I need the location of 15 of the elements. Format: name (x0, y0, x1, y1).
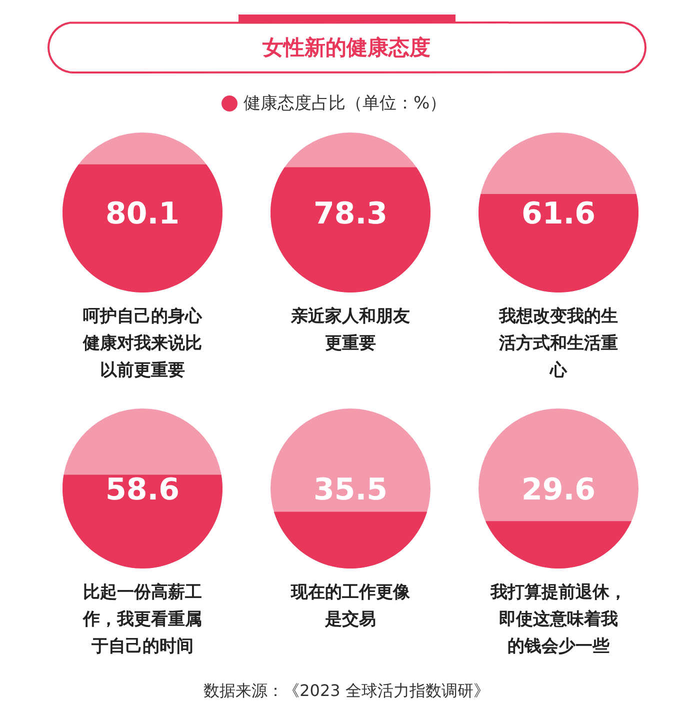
category-label: 比起一份高薪工作，我更看重属于自己的时间 (82, 582, 202, 656)
category-label: 我想改变我的生活方式和生活重心 (498, 306, 618, 380)
source-note: 数据来源：《2023 全球活力指数调研》 (204, 681, 490, 700)
data-label: 29.6 (521, 472, 596, 508)
data-label: 78.3 (313, 196, 388, 232)
category-label: 呵护自己的身心健康对我来说比以前更重要 (82, 306, 203, 380)
data-label: 61.6 (521, 196, 596, 232)
legend-label: 健康态度占比（单位：%） (244, 94, 447, 114)
category-label: 我打算提前退休，即使这意味着我的钱会少一些 (490, 582, 626, 656)
category-label: 现在的工作更像是交易 (290, 582, 411, 630)
category-label: 亲近家人和朋友更重要 (290, 306, 410, 354)
data-label: 58.6 (105, 472, 180, 508)
text: 女性新的健康态度 (262, 36, 430, 60)
data-label: 35.5 (313, 472, 388, 508)
data-label: 80.1 (105, 196, 180, 232)
